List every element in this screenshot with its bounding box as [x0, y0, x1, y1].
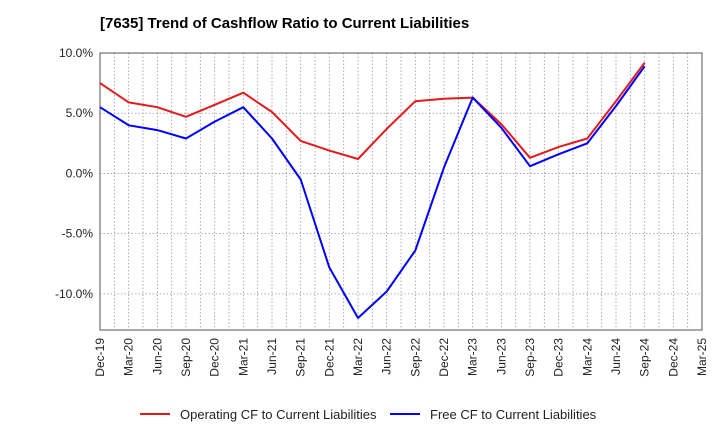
x-tick-label: Dec-23	[552, 338, 566, 377]
x-tick-label: Sep-21	[294, 338, 308, 377]
x-tick-label: Jun-22	[380, 338, 394, 375]
x-tick-label: Jun-21	[265, 338, 279, 375]
x-tick-label: Dec-20	[208, 338, 222, 377]
x-tick-label: Mar-24	[580, 338, 594, 376]
x-tick-label: Sep-22	[408, 338, 422, 377]
y-tick-label: 5.0%	[66, 106, 94, 120]
x-tick-label: Mar-21	[236, 338, 250, 376]
y-tick-label: -10.0%	[55, 287, 93, 301]
x-tick-label: Mar-23	[466, 338, 480, 376]
x-tick-label: Sep-23	[523, 338, 537, 377]
legend-label: Operating CF to Current Liabilities	[180, 407, 377, 422]
x-tick-label: Jun-24	[609, 338, 623, 375]
y-tick-label: 0.0%	[66, 166, 94, 180]
x-tick-label: Mar-22	[351, 338, 365, 376]
series-line-free-cf	[99, 65, 646, 319]
x-tick-label: Mar-20	[122, 338, 136, 376]
y-tick-label: 10.0%	[59, 46, 93, 60]
x-tick-label: Sep-20	[179, 338, 193, 377]
series-line-operating-cf	[99, 62, 646, 160]
x-tick-label: Sep-24	[638, 338, 652, 377]
x-tick-label: Jun-23	[494, 338, 508, 375]
x-tick-label: Mar-25	[695, 338, 709, 376]
legend-label: Free CF to Current Liabilities	[430, 407, 597, 422]
chart-title: [7635] Trend of Cashflow Ratio to Curren…	[100, 15, 470, 32]
x-tick-label: Dec-21	[322, 338, 336, 377]
x-tick-label: Dec-24	[666, 338, 680, 377]
y-tick-label: -5.0%	[62, 227, 94, 241]
x-tick-label: Jun-20	[150, 338, 164, 375]
x-tick-label: Dec-19	[93, 338, 107, 377]
plot-area-frame	[99, 52, 703, 331]
x-tick-label: Dec-22	[437, 338, 451, 377]
